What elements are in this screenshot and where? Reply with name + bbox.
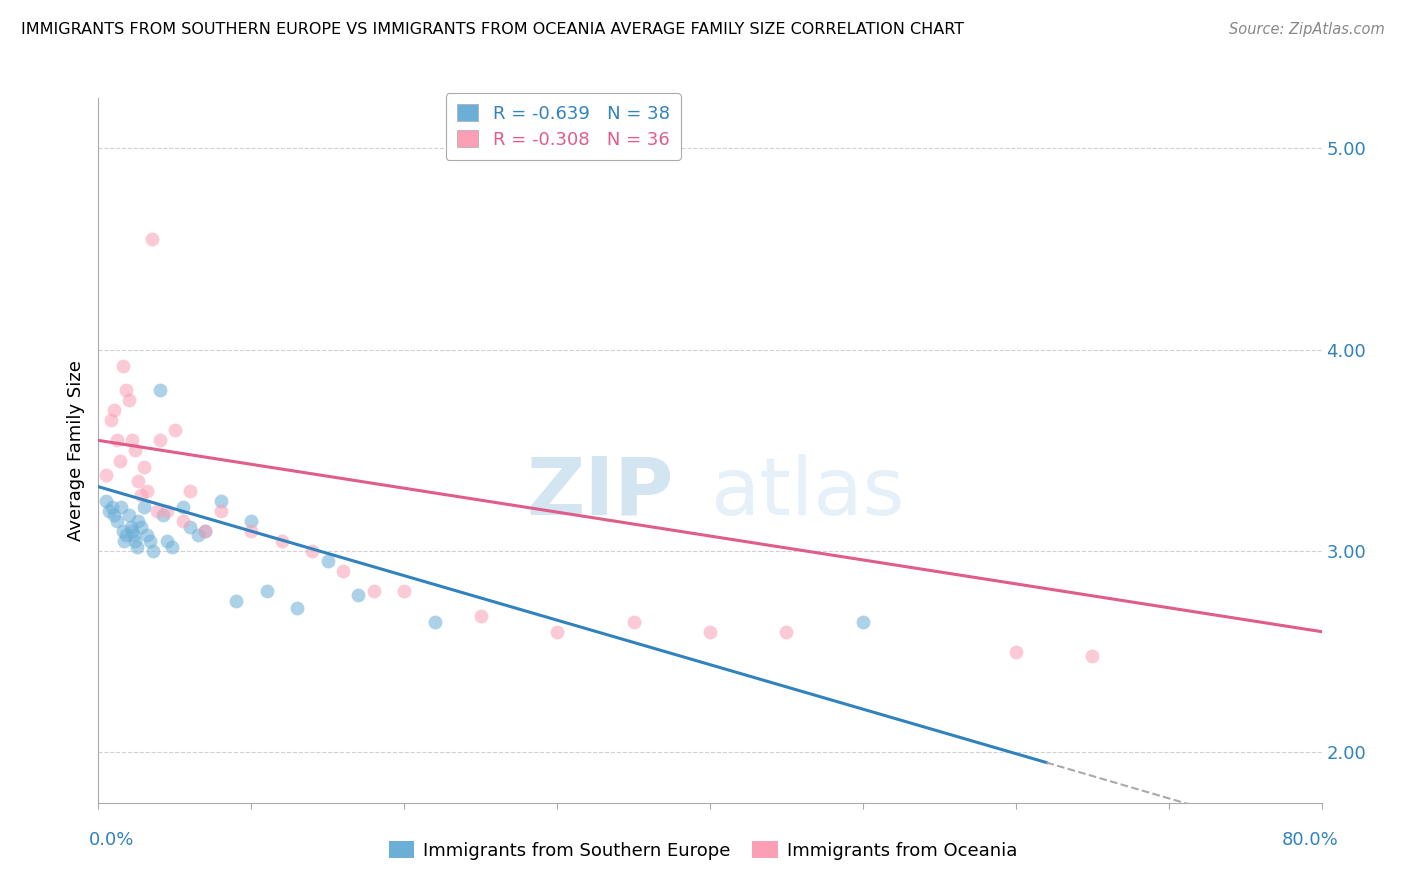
Point <box>111 524 134 538</box>
Point <box>101 500 124 514</box>
Point <box>775 624 797 639</box>
Point <box>187 528 209 542</box>
Point <box>156 534 179 549</box>
Point <box>105 434 128 448</box>
Point <box>115 383 138 397</box>
Point <box>136 483 159 498</box>
Point <box>194 524 217 538</box>
Point <box>623 615 645 629</box>
Point <box>179 520 201 534</box>
Point <box>699 624 721 639</box>
Point <box>110 500 132 514</box>
Point <box>129 488 152 502</box>
Point <box>94 467 117 482</box>
Text: ZIP: ZIP <box>526 454 673 532</box>
Point <box>105 514 128 528</box>
Point <box>285 600 308 615</box>
Point <box>1004 645 1026 659</box>
Point <box>127 474 149 488</box>
Point <box>301 544 323 558</box>
Point <box>470 608 492 623</box>
Point <box>149 434 172 448</box>
Point <box>163 423 186 437</box>
Point <box>172 500 194 514</box>
Legend: Immigrants from Southern Europe, Immigrants from Oceania: Immigrants from Southern Europe, Immigra… <box>382 834 1024 867</box>
Point <box>172 514 194 528</box>
Point <box>316 554 339 568</box>
Point <box>98 504 121 518</box>
Text: IMMIGRANTS FROM SOUTHERN EUROPE VS IMMIGRANTS FROM OCEANIA AVERAGE FAMILY SIZE C: IMMIGRANTS FROM SOUTHERN EUROPE VS IMMIG… <box>21 22 965 37</box>
Point <box>94 493 117 508</box>
Point <box>179 483 201 498</box>
Point <box>209 504 232 518</box>
Text: atlas: atlas <box>710 454 904 532</box>
Point <box>156 504 179 518</box>
Point <box>112 534 135 549</box>
Point <box>270 534 292 549</box>
Point <box>121 434 143 448</box>
Point <box>347 589 370 603</box>
Point <box>134 500 156 514</box>
Point <box>120 520 142 534</box>
Point <box>103 508 125 522</box>
Point <box>145 504 167 518</box>
Point <box>108 453 131 467</box>
Point <box>1081 648 1104 663</box>
Text: Source: ZipAtlas.com: Source: ZipAtlas.com <box>1229 22 1385 37</box>
Point <box>124 443 146 458</box>
Point <box>194 524 217 538</box>
Point <box>129 520 152 534</box>
Point <box>118 393 141 408</box>
Point <box>127 514 149 528</box>
Point <box>100 413 122 427</box>
Point <box>136 528 159 542</box>
Point <box>852 615 875 629</box>
Text: 0.0%: 0.0% <box>89 831 134 849</box>
Point <box>332 564 354 578</box>
Y-axis label: Average Family Size: Average Family Size <box>66 360 84 541</box>
Point <box>125 540 148 554</box>
Point <box>134 459 156 474</box>
Point <box>149 383 172 397</box>
Text: 80.0%: 80.0% <box>1282 831 1339 849</box>
Legend: R = -0.639   N = 38, R = -0.308   N = 36: R = -0.639 N = 38, R = -0.308 N = 36 <box>446 93 681 160</box>
Point <box>122 528 145 542</box>
Point <box>209 493 232 508</box>
Point <box>546 624 568 639</box>
Point <box>152 508 174 522</box>
Point <box>111 359 134 373</box>
Point <box>115 528 138 542</box>
Point <box>225 594 247 608</box>
Point <box>118 508 141 522</box>
Point <box>141 232 163 246</box>
Point <box>142 544 165 558</box>
Point <box>392 584 416 599</box>
Point <box>124 534 146 549</box>
Point <box>160 540 183 554</box>
Point <box>423 615 446 629</box>
Point <box>240 514 263 528</box>
Point <box>121 524 143 538</box>
Point <box>240 524 263 538</box>
Point <box>139 534 162 549</box>
Point <box>103 403 125 417</box>
Point <box>363 584 385 599</box>
Point <box>256 584 278 599</box>
